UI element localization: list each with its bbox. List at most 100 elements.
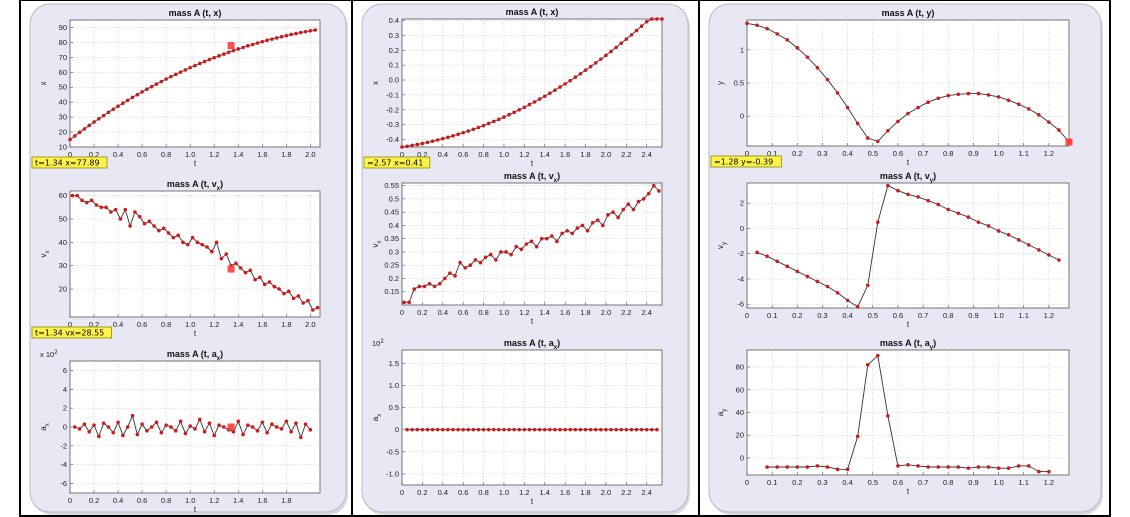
data-point[interactable] xyxy=(1026,107,1031,111)
data-point[interactable] xyxy=(855,434,860,439)
data-point[interactable] xyxy=(478,260,483,265)
data-point[interactable] xyxy=(835,467,840,472)
data-point[interactable] xyxy=(169,425,173,429)
data-point[interactable] xyxy=(655,17,659,21)
data-point[interactable] xyxy=(238,266,243,270)
data-point[interactable] xyxy=(639,24,644,28)
data-point[interactable] xyxy=(410,427,414,432)
data-point[interactable] xyxy=(876,139,880,144)
data-point[interactable] xyxy=(614,427,618,432)
data-point[interactable] xyxy=(294,31,298,36)
data-point[interactable] xyxy=(277,287,281,291)
data-point[interactable] xyxy=(77,427,82,431)
data-point[interactable] xyxy=(512,427,516,432)
data-point[interactable] xyxy=(785,465,790,469)
data-point[interactable] xyxy=(87,429,92,434)
data-point[interactable] xyxy=(80,198,84,203)
data-point[interactable] xyxy=(183,68,188,72)
data-point[interactable] xyxy=(212,433,217,438)
data-point[interactable] xyxy=(606,213,610,217)
data-point[interactable] xyxy=(301,301,305,305)
data-point[interactable] xyxy=(611,210,615,214)
data-point[interactable] xyxy=(241,45,245,50)
data-point[interactable] xyxy=(916,464,920,468)
data-point[interactable] xyxy=(634,427,639,432)
data-point[interactable] xyxy=(946,207,951,212)
data-point[interactable] xyxy=(135,92,140,97)
data-point[interactable] xyxy=(118,217,123,221)
data-point[interactable] xyxy=(121,101,125,106)
data-point[interactable] xyxy=(563,82,567,86)
data-point[interactable] xyxy=(476,427,481,432)
data-point[interactable] xyxy=(946,93,951,98)
data-point[interactable] xyxy=(1057,258,1061,262)
data-point[interactable] xyxy=(815,65,820,70)
data-point[interactable] xyxy=(502,115,506,119)
data-point[interactable] xyxy=(795,465,800,469)
data-point[interactable] xyxy=(226,50,231,55)
data-point[interactable] xyxy=(171,235,176,240)
data-point[interactable] xyxy=(97,116,101,121)
data-point[interactable] xyxy=(906,111,910,116)
data-point[interactable] xyxy=(85,200,89,205)
data-point[interactable] xyxy=(568,78,573,83)
data-point[interactable] xyxy=(303,29,308,34)
data-point[interactable] xyxy=(306,298,310,303)
data-point[interactable] xyxy=(222,425,226,429)
data-point[interactable] xyxy=(876,220,880,224)
data-point[interactable] xyxy=(173,428,178,433)
data-point[interactable] xyxy=(164,423,168,427)
data-point[interactable] xyxy=(178,419,183,424)
data-point[interactable] xyxy=(121,433,125,438)
data-point[interactable] xyxy=(636,199,641,204)
data-point[interactable] xyxy=(286,289,291,294)
data-point[interactable] xyxy=(785,38,790,42)
data-point[interactable] xyxy=(1006,466,1011,470)
data-point[interactable] xyxy=(765,26,769,31)
data-point[interactable] xyxy=(161,226,166,231)
data-point[interactable] xyxy=(243,270,248,275)
data-point[interactable] xyxy=(619,41,624,46)
data-point[interactable] xyxy=(491,427,496,432)
selected-point[interactable] xyxy=(227,423,235,431)
data-point[interactable] xyxy=(260,420,265,425)
data-point[interactable] xyxy=(236,419,241,424)
data-point[interactable] xyxy=(412,287,417,291)
data-point[interactable] xyxy=(224,252,229,256)
data-point[interactable] xyxy=(588,64,593,69)
data-point[interactable] xyxy=(544,236,549,241)
data-point[interactable] xyxy=(548,427,552,432)
data-point[interactable] xyxy=(483,255,488,260)
data-point[interactable] xyxy=(202,59,207,64)
data-point[interactable] xyxy=(284,33,289,38)
data-point[interactable] xyxy=(616,215,620,220)
data-point[interactable] xyxy=(815,464,820,468)
data-point[interactable] xyxy=(614,45,618,50)
data-point[interactable] xyxy=(539,236,544,241)
data-point[interactable] xyxy=(147,219,152,224)
data-point[interactable] xyxy=(886,128,890,133)
data-point[interactable] xyxy=(270,422,274,426)
data-point[interactable] xyxy=(976,220,981,224)
data-point[interactable] xyxy=(471,127,476,132)
data-point[interactable] xyxy=(542,94,547,99)
data-point[interactable] xyxy=(425,427,430,432)
data-point[interactable] xyxy=(173,72,178,77)
data-point[interactable] xyxy=(624,427,629,432)
data-point[interactable] xyxy=(534,244,539,249)
data-point[interactable] xyxy=(279,34,284,39)
data-point[interactable] xyxy=(190,235,195,240)
data-point[interactable] xyxy=(825,465,830,469)
data-point[interactable] xyxy=(274,425,279,429)
data-point[interactable] xyxy=(996,229,1001,233)
data-point[interactable] xyxy=(815,279,820,284)
data-point[interactable] xyxy=(599,427,603,432)
data-point[interactable] xyxy=(604,427,608,432)
data-point[interactable] xyxy=(876,353,880,358)
selected-point[interactable] xyxy=(227,42,235,50)
data-point[interactable] xyxy=(481,123,486,128)
data-point[interactable] xyxy=(181,240,185,245)
data-point[interactable] xyxy=(188,65,192,70)
data-point[interactable] xyxy=(583,427,588,432)
data-point[interactable] xyxy=(405,144,409,149)
